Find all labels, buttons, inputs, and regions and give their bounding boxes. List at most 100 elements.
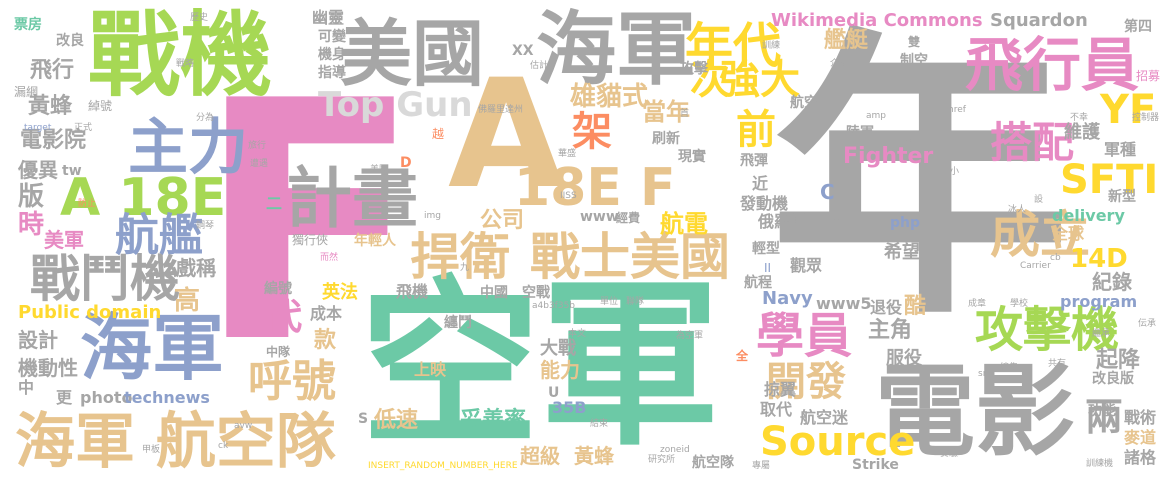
tiny-word: 招募 [1136, 69, 1161, 83]
tiny-word: 戰略 [176, 59, 195, 69]
word-kuan: 款 [314, 328, 337, 353]
word-eluosi: 俄羅斯 [758, 212, 807, 231]
tiny-word: 訓練機 [1086, 459, 1114, 469]
word-piaofang: 票房 [14, 17, 42, 33]
word-haijun-top: 海軍 [536, 3, 696, 96]
word-squardon: Squardon [990, 10, 1088, 31]
word-xinxing: 新型 [1108, 189, 1136, 205]
word-gongjiji: 攻擊機 [975, 302, 1120, 358]
tiny-word: 設 [1034, 195, 1044, 205]
word-18e-f: 18E F [514, 158, 676, 218]
word-junzhong: 軍種 [1104, 140, 1137, 159]
word-hanwei: 捍衛 [410, 228, 510, 286]
word-shuang: 雙 [908, 35, 921, 49]
tiny-word: IISS [560, 191, 577, 201]
word-feixing: 飛行 [30, 58, 75, 83]
word-meiguo: 美國 [340, 12, 485, 96]
word-jingfei: 經費 [616, 211, 641, 225]
tiny-word: 繼承 [1092, 329, 1111, 339]
word-qingxing: 輕型 [752, 241, 780, 257]
word-php: php [890, 215, 921, 231]
word-www5: www5 [816, 294, 872, 313]
word-feiji: 飛機 [396, 282, 429, 301]
tiny-word: 專屬 [752, 461, 771, 471]
word-zhanshi-meiguo: 戰士美國 [530, 228, 730, 286]
word-f: F [196, 31, 422, 415]
word-fuyi: 服役 [886, 348, 922, 369]
word-kebian: 可變 [318, 29, 346, 45]
word-u: U [548, 385, 560, 401]
tiny-word: 冰人 [1008, 205, 1027, 215]
word-gailiangban: 改良版 [1092, 371, 1134, 387]
word-a: A [448, 48, 565, 222]
word-liang: 兩 [1085, 395, 1124, 439]
tiny-word: 首 [680, 109, 690, 119]
word-shi: 時 [18, 210, 45, 240]
word-gailiang: 改良 [56, 33, 84, 49]
word-zhanji: 戰機 [88, 2, 273, 109]
word-weihu: 維護 [1064, 122, 1100, 143]
word-yingfa: 英法 [322, 282, 358, 303]
word-kongjun: 空軍 [360, 261, 721, 470]
word-xiwang: 希望 [884, 242, 920, 263]
word-jiantong: 艦艇 [824, 28, 869, 53]
tiny-word: 獨行俠 [292, 233, 329, 247]
tiny-word: 編集 [1000, 363, 1019, 373]
tiny-word: 鋼琴 [196, 221, 215, 231]
word-zhuli: 主力 [128, 113, 248, 183]
word-tw: tw [62, 163, 82, 179]
word-jidongxing: 機動性 [18, 356, 78, 380]
word-a18e: A 18E [60, 168, 227, 228]
tiny-word: 介紹 [830, 59, 849, 69]
tiny-word: 九 [460, 263, 470, 273]
tiny-word: 旅行 [248, 141, 267, 151]
tiny-word: 不幸 [1070, 113, 1089, 123]
word-xiongmaoshi: 雄貓式 [570, 82, 649, 112]
tiny-word: href [948, 105, 966, 115]
tiny-word: 綽號 [88, 99, 113, 113]
tiny-word: 結束 [590, 419, 609, 429]
word-shangying: 上映 [414, 360, 447, 379]
tiny-word: 伝承 [1138, 319, 1157, 329]
word-kongzhan: 空戰 [522, 285, 550, 301]
tiny-word: avw [234, 421, 253, 431]
tiny-word: a4b3f35b [532, 301, 576, 311]
word-zhidao: 指導 [318, 65, 346, 81]
word-haijun-left: 海軍 [80, 306, 225, 390]
word-sheji: 設計 [18, 328, 58, 352]
tiny-word: 越 [432, 127, 445, 141]
word-strike: Strike [852, 457, 899, 473]
word-www: www [580, 209, 619, 225]
word-dangnian: 當年 [642, 98, 690, 126]
tiny-word: target [24, 123, 52, 133]
tiny-word: 實驗 [940, 449, 959, 459]
word-nianqingren: 年輕人 [354, 233, 396, 249]
tiny-word: 控制器 [1132, 113, 1160, 123]
word-qiangda: 強大 [720, 57, 800, 103]
tiny-word: 漏網 [14, 85, 39, 99]
word-tuoshan: 妥善率 [460, 408, 527, 433]
word-meijun: 美軍 [44, 228, 84, 252]
word-chaoji: 超級 [520, 444, 560, 468]
word-gongsi: 公司 [480, 208, 525, 233]
word-wikimedia: Wikimedia Commons [771, 10, 983, 31]
word-top-gun: Top Gun [318, 85, 473, 125]
tiny-word: amp [866, 111, 886, 121]
word-fighter: Fighter [843, 144, 934, 169]
word-chandou: 纏鬥 [444, 315, 472, 331]
word-hangjian: 航艦 [115, 210, 203, 261]
word-c: C [820, 180, 835, 204]
tiny-word: src [978, 369, 992, 379]
tiny-word: II [764, 261, 772, 275]
word-dianyingyuan: 電影院 [20, 128, 87, 153]
word-haijun-hangkongdui: 海軍 航空隊 [15, 407, 336, 477]
word-jin: 近 [752, 174, 769, 193]
word-hangcheng: 航程 [744, 275, 772, 291]
word-photo: photo [80, 388, 133, 407]
word-guanzhong: 觀眾 [790, 256, 823, 275]
tiny-word: 早 [906, 135, 916, 145]
word-public-domain: Public domain [18, 302, 162, 323]
word-feidan: 飛彈 [740, 153, 768, 169]
tiny-word: 研究所 [648, 455, 676, 465]
